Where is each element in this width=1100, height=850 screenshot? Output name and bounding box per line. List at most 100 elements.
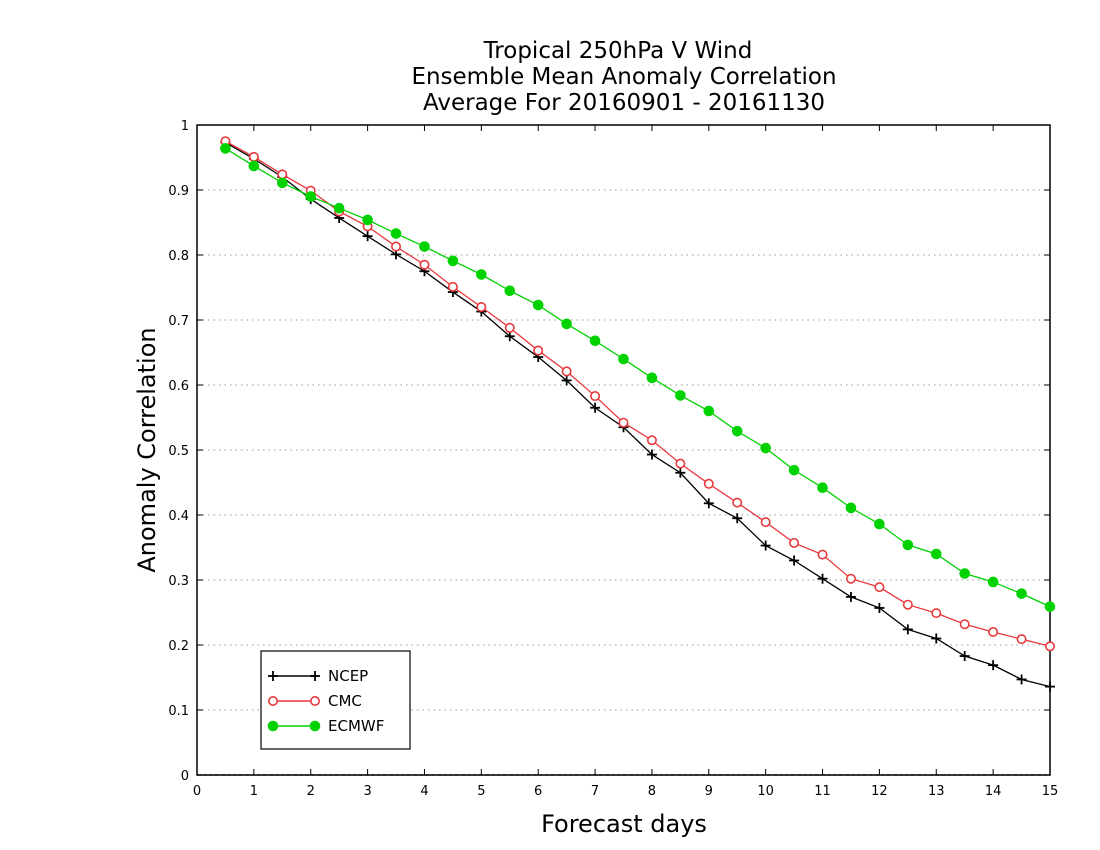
y-tick-label-7: 0.7	[168, 314, 189, 329]
point-ncep-12	[561, 375, 572, 386]
point-ecmwf-24	[902, 539, 914, 551]
point-ncep-10	[504, 331, 515, 342]
point-ecmwf-12	[561, 318, 572, 330]
point-ncep-5	[362, 231, 373, 242]
point-ncep-15	[646, 449, 657, 460]
point-ncep-13	[590, 402, 601, 413]
point-ecmwf-16	[675, 390, 686, 401]
x-tick-label-8: 8	[648, 784, 656, 799]
point-cmc-28	[1016, 634, 1027, 645]
x-tick-label-6: 6	[534, 784, 542, 799]
point-ecmwf-14	[618, 353, 629, 365]
series-ncep	[220, 137, 1055, 692]
point-cmc-6	[391, 241, 402, 252]
x-tick-label-0: 0	[193, 784, 201, 799]
x-tick-label-3: 3	[363, 784, 371, 799]
y-tick-label-5: 0.5	[168, 444, 189, 459]
legend-marker-end-ecmwf	[309, 720, 321, 732]
point-ecmwf-18	[731, 425, 743, 437]
point-cmc-26	[959, 619, 970, 630]
point-ncep-27	[988, 660, 999, 671]
legend-label-ncep: NCEP	[328, 667, 368, 685]
y-tick-label-1: 0.1	[168, 704, 189, 719]
point-ecmwf-1	[248, 160, 260, 172]
point-cmc-14	[618, 417, 629, 428]
point-ncep-28	[1016, 674, 1027, 685]
x-axis-label: Forecast days	[541, 810, 707, 838]
point-ecmwf-2	[277, 177, 288, 189]
point-ecmwf-0	[220, 143, 231, 154]
point-ecmwf-13	[589, 335, 601, 347]
point-ecmwf-15	[646, 372, 658, 384]
point-cmc-29	[1045, 641, 1056, 652]
point-cmc-7	[419, 259, 430, 270]
y-tick-label-8: 0.8	[168, 249, 189, 264]
point-cmc-2	[277, 169, 288, 180]
point-ncep-22	[845, 591, 856, 602]
point-ecmwf-22	[845, 502, 857, 514]
point-ecmwf-23	[874, 518, 885, 530]
point-cmc-18	[732, 497, 743, 508]
y-axis-label: Anomaly Correlation	[133, 327, 161, 572]
point-ecmwf-19	[760, 442, 771, 454]
title-line-3: Average For 20160901 - 20161130	[423, 90, 825, 116]
y-tick-label-2: 0.2	[168, 639, 189, 654]
point-ncep-18	[732, 513, 743, 524]
x-tick-label-14: 14	[985, 784, 1002, 799]
point-ecmwf-17	[703, 405, 715, 417]
point-cmc-25	[931, 608, 942, 619]
point-cmc-23	[874, 582, 885, 593]
point-ecmwf-28	[1016, 588, 1027, 599]
point-cmc-9	[476, 301, 487, 312]
point-cmc-15	[646, 435, 657, 446]
point-ncep-17	[703, 498, 714, 509]
point-cmc-20	[789, 537, 800, 548]
legend-marker-start-ecmwf	[267, 720, 279, 732]
y-tick-label-4: 0.4	[168, 509, 189, 524]
point-ncep-25	[931, 633, 942, 644]
title-line-1: Tropical 250hPa V Wind	[483, 38, 753, 64]
point-cmc-13	[590, 391, 601, 402]
point-cmc-19	[760, 517, 771, 528]
point-cmc-22	[845, 573, 856, 584]
legend-item-ecmwf: ECMWF	[267, 717, 384, 735]
point-ecmwf-3	[305, 191, 317, 202]
point-ecmwf-27	[987, 576, 999, 588]
point-ncep-26	[959, 651, 970, 662]
y-axis-ticks: 0 0.1 0.2 0.3 0.4 0.5 0.6 0.7 0.8 0.9 1	[168, 119, 1050, 784]
point-ncep-21	[817, 573, 828, 584]
point-ncep-16	[675, 467, 686, 478]
x-tick-label-13: 13	[928, 784, 945, 799]
point-ncep-24	[902, 624, 913, 635]
point-cmc-21	[817, 549, 828, 560]
x-tick-label-10: 10	[757, 784, 774, 799]
x-tick-label-11: 11	[814, 784, 831, 799]
point-ecmwf-6	[390, 228, 402, 239]
title-line-2: Ensemble Mean Anomaly Correlation	[411, 64, 836, 90]
x-tick-label-15: 15	[1042, 784, 1059, 799]
point-cmc-24	[902, 599, 913, 610]
legend-item-ncep: NCEP	[268, 667, 368, 685]
series-ecmwf	[220, 143, 1056, 612]
point-ecmwf-8	[447, 255, 459, 267]
series-line-ncep	[225, 141, 1051, 688]
point-cmc-1	[248, 151, 259, 162]
legend-label-ecmwf: ECMWF	[328, 717, 384, 735]
x-tick-label-5: 5	[477, 784, 485, 799]
point-ecmwf-4	[333, 202, 345, 214]
x-tick-label-7: 7	[591, 784, 599, 799]
point-cmc-10	[504, 322, 515, 333]
x-tick-label-2: 2	[307, 784, 315, 799]
x-tick-label-9: 9	[705, 784, 713, 799]
y-tick-label-9: 0.9	[168, 184, 189, 199]
point-ecmwf-5	[362, 214, 373, 226]
point-ecmwf-26	[959, 568, 971, 579]
legend: NCEP CMC ECMWF	[260, 650, 411, 750]
point-cmc-17	[703, 478, 714, 489]
point-ecmwf-29	[1044, 601, 1056, 612]
point-ecmwf-25	[930, 548, 942, 560]
y-tick-label-6: 0.6	[168, 379, 189, 394]
point-ecmwf-10	[504, 285, 516, 297]
point-ncep-23	[874, 602, 885, 613]
